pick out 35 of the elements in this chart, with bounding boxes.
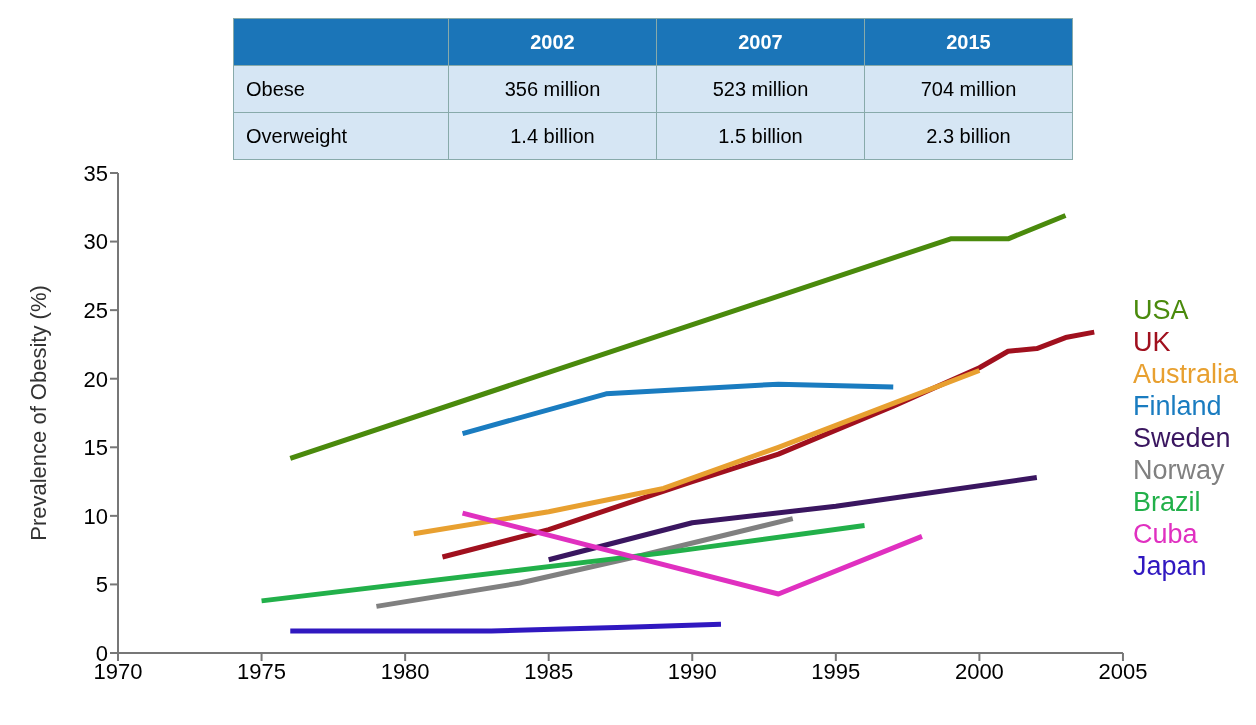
y-tick-label: 25 bbox=[83, 297, 108, 323]
y-tick-label: 35 bbox=[83, 160, 108, 186]
text: 356 million bbox=[448, 65, 657, 113]
x-tick-label: 2000 bbox=[954, 658, 1004, 684]
text: Norway bbox=[1132, 454, 1226, 486]
text: Cuba bbox=[1132, 518, 1199, 550]
text: Japan bbox=[1132, 550, 1208, 582]
text: 523 million bbox=[656, 65, 865, 113]
y-tick-label: 30 bbox=[83, 229, 108, 255]
y-tick-label: 10 bbox=[83, 503, 108, 529]
x-tick-label: 1995 bbox=[811, 658, 861, 684]
text: USA bbox=[1132, 294, 1190, 326]
y-tick-label: 20 bbox=[83, 366, 108, 392]
text: 2.3 billion bbox=[864, 112, 1073, 160]
text: 704 million bbox=[864, 65, 1073, 113]
text: 1.5 billion bbox=[656, 112, 865, 160]
text: 2007 bbox=[656, 18, 865, 66]
text: Brazil bbox=[1132, 486, 1202, 518]
text: Overweight bbox=[233, 112, 449, 160]
text: 2015 bbox=[864, 18, 1073, 66]
x-tick-label: 1975 bbox=[237, 658, 287, 684]
text: Australia bbox=[1132, 358, 1238, 390]
x-tick-label: 1985 bbox=[524, 658, 574, 684]
text: Finland bbox=[1132, 390, 1223, 422]
y-tick-label: 5 bbox=[95, 572, 108, 598]
text: 1.4 billion bbox=[448, 112, 657, 160]
x-tick-label: 1980 bbox=[380, 658, 430, 684]
series-label: UK bbox=[1132, 326, 1172, 358]
y-axis-title: Prevalence of Obesity (%) bbox=[25, 285, 51, 541]
x-tick-label: 2005 bbox=[1098, 658, 1148, 684]
y-tick-label: 15 bbox=[83, 435, 108, 461]
text: Sweden bbox=[1132, 422, 1232, 454]
x-tick-label: 1990 bbox=[667, 658, 717, 684]
text: Obese bbox=[233, 65, 449, 113]
text: 2002 bbox=[448, 18, 657, 66]
